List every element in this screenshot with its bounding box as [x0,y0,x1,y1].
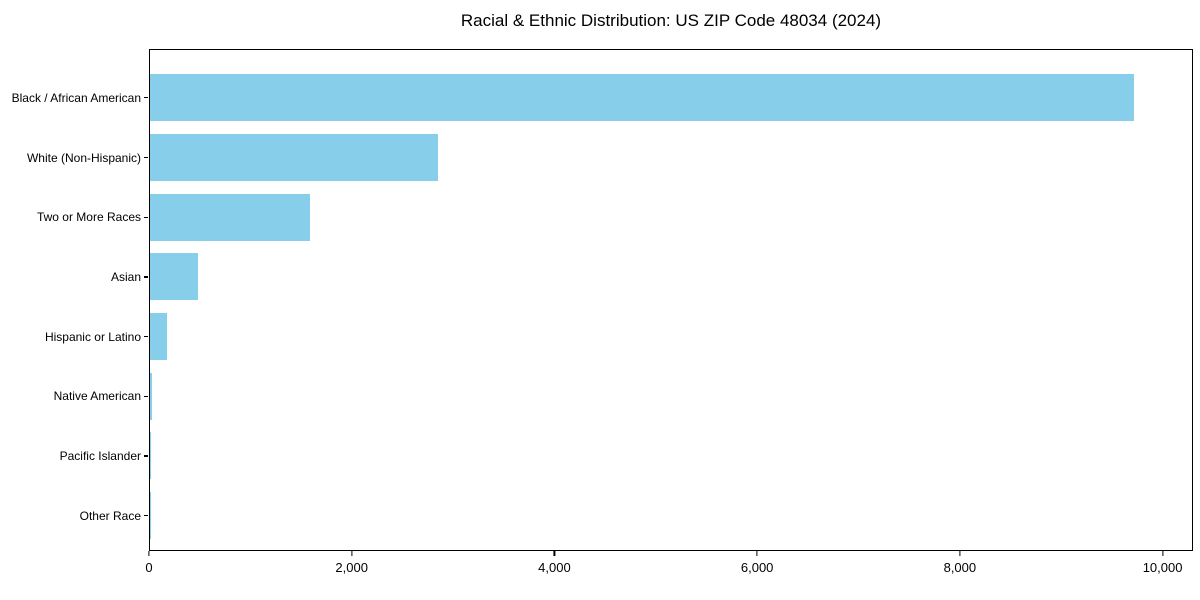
y-axis-label: Pacific Islander [59,448,141,463]
bar-row: Two or More Races [37,187,1192,247]
y-tick-mark [144,336,148,338]
x-tick-mark [553,551,556,556]
y-tick-mark [144,216,148,218]
x-tick-mark [351,551,353,556]
bar-rows-container: Black / African American White (Non-Hispa… [12,68,1192,546]
x-axis-label: 10,000 [1142,560,1183,575]
y-tick-mark [144,156,148,159]
bar-row: Black / African American [12,68,1192,128]
bar [150,313,168,361]
y-axis-label: Black / African American [11,90,141,105]
bar-row: Hispanic or Latino [45,307,1192,367]
bar [150,193,310,241]
y-axis-label: White (Non-Hispanic) [26,150,141,165]
y-axis-label: Native American [53,389,141,404]
y-axis-label: Asian [110,269,141,284]
y-tick-mark [144,276,148,278]
bar-row: Native American [54,366,1192,426]
bar [150,492,151,540]
bar [150,253,198,301]
x-axis-label: 6,000 [740,560,774,575]
x-axis-label: 4,000 [538,560,571,575]
bar-row: White (Non-Hispanic) [27,128,1192,188]
x-tick-mark [959,551,961,556]
bar [150,432,151,480]
x-tick-mark [148,551,150,556]
y-tick-mark [144,395,148,397]
plot-area: Black / African American White (Non-Hispa… [12,49,1193,551]
bar-row: Asian [111,247,1192,307]
y-tick-mark [144,515,148,517]
bar-row: Other Race [80,486,1192,546]
bar [150,74,1135,122]
x-axis-label: 0 [145,560,153,575]
y-axis-label: Hispanic or Latino [44,329,141,344]
bar-row: Pacific Islander [60,426,1192,486]
y-axis-label: Other Race [79,508,141,523]
x-axis: 0 2,000 4,000 6,000 8,000 10,000 [145,551,1193,585]
y-tick-mark [144,97,148,99]
x-tick-mark [756,551,758,556]
x-tick-mark [1161,551,1164,556]
y-axis-label: Two or More Races [36,210,141,225]
x-axis-label: 8,000 [943,560,977,575]
x-axis-label: 2,000 [335,560,368,575]
y-tick-mark [144,455,148,457]
bar [150,133,439,181]
bar [150,372,152,420]
chart-title: Racial & Ethnic Distribution: US ZIP Cod… [460,11,882,30]
